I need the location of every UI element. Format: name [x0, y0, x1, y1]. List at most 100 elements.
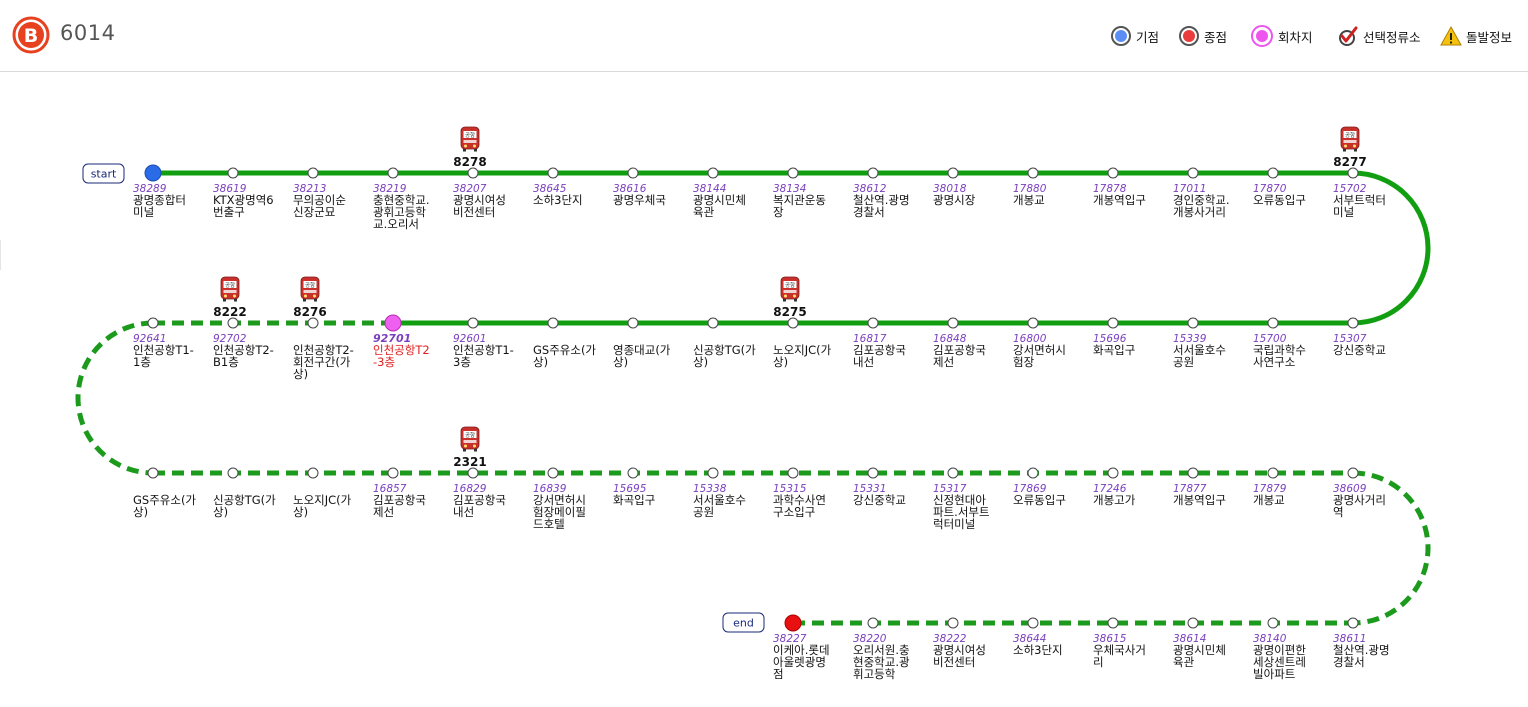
stop-node[interactable]	[1187, 617, 1199, 629]
station-stop[interactable]: 인천공항T2-회전구간(가상)	[293, 317, 354, 381]
stop-node[interactable]	[1347, 467, 1359, 479]
stop-node[interactable]	[547, 467, 559, 479]
turnaround-node[interactable]	[384, 314, 402, 332]
stop-node[interactable]	[1107, 317, 1119, 329]
station-stop[interactable]: 노오지JC(가상)	[293, 467, 352, 519]
stop-node[interactable]	[467, 167, 479, 179]
bus-marker[interactable]: 공항 8278	[453, 126, 487, 169]
bus-icon[interactable]: 공항	[1340, 126, 1360, 152]
stop-node[interactable]	[947, 317, 959, 329]
stop-node[interactable]	[1027, 617, 1039, 629]
stop-node[interactable]	[867, 617, 879, 629]
stop-node[interactable]	[947, 467, 959, 479]
stop-node[interactable]	[147, 317, 159, 329]
stop-node[interactable]	[547, 167, 559, 179]
stop-node[interactable]	[1347, 167, 1359, 179]
station-stop[interactable]: 노오지JC(가상)	[773, 317, 832, 369]
stop-node[interactable]	[147, 467, 159, 479]
stop-node[interactable]	[307, 167, 319, 179]
bus-icon[interactable]: 공항	[220, 276, 240, 302]
stop-node[interactable]	[1267, 317, 1279, 329]
stop-node[interactable]	[1027, 467, 1039, 479]
stop-node[interactable]	[1267, 467, 1279, 479]
stop-node[interactable]	[227, 317, 239, 329]
stop-node[interactable]	[787, 467, 799, 479]
stop-node[interactable]	[1027, 317, 1039, 329]
stop-node[interactable]	[547, 317, 559, 329]
station-stop[interactable]: 영종대교(가상)	[613, 317, 671, 369]
stop-node[interactable]	[787, 167, 799, 179]
stop-node[interactable]	[467, 317, 479, 329]
bus-marker[interactable]: 공항 8275	[773, 276, 807, 319]
stop-node[interactable]	[707, 167, 719, 179]
stop-node[interactable]	[1347, 317, 1359, 329]
start-node[interactable]	[144, 164, 162, 182]
stop-node[interactable]	[707, 467, 719, 479]
stop-node[interactable]	[467, 467, 479, 479]
stop-node[interactable]	[1267, 167, 1279, 179]
bus-marker[interactable]: 공항 2321	[453, 426, 487, 469]
stop-node[interactable]	[627, 317, 639, 329]
end-node[interactable]	[784, 614, 802, 632]
bus-marker[interactable]: 공항 8276	[293, 276, 327, 319]
bus-icon[interactable]: 공항	[300, 276, 320, 302]
stop-node[interactable]	[1107, 467, 1119, 479]
station-stop[interactable]: GS주유소(가상)	[533, 317, 596, 369]
bus-icon[interactable]: 공항	[460, 126, 480, 152]
stop-node[interactable]	[1107, 617, 1119, 629]
stop-node[interactable]	[707, 317, 719, 329]
stop-node[interactable]	[1267, 617, 1279, 629]
bus-marker[interactable]: 공항 8222	[213, 276, 247, 319]
stop-node[interactable]	[627, 467, 639, 479]
stop-node[interactable]	[1187, 167, 1199, 179]
stop-node[interactable]	[387, 167, 399, 179]
stop-node[interactable]	[947, 167, 959, 179]
stop-node[interactable]	[1347, 617, 1359, 629]
stop-node[interactable]	[1187, 467, 1199, 479]
stop-node[interactable]	[867, 467, 879, 479]
bus-marker[interactable]: 공항 8277	[1333, 126, 1367, 169]
station-stop[interactable]: GS주유소(가상)	[133, 467, 196, 519]
